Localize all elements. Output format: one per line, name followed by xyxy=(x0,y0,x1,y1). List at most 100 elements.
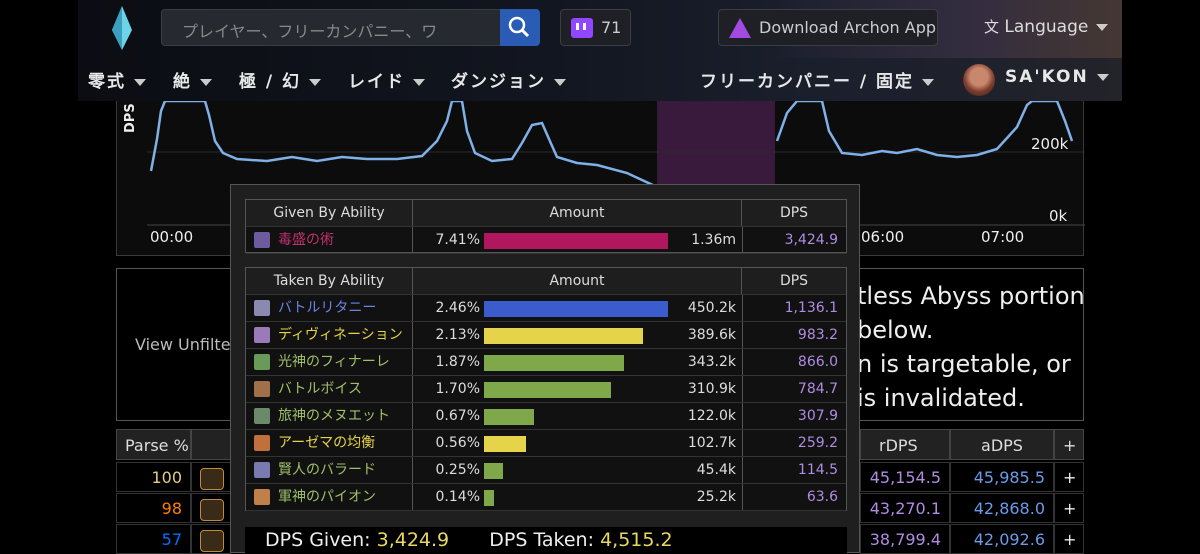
chevron-down-icon xyxy=(554,78,566,86)
amount-cell: 0.14% 25.2k xyxy=(246,484,742,510)
expand-row-button[interactable]: + xyxy=(1054,462,1084,492)
taken-row[interactable]: バトルリタニー 2.46% 450.2k 1,136.1 xyxy=(246,295,846,322)
expand-row-button[interactable]: + xyxy=(1054,524,1084,554)
ability-percent: 0.25% xyxy=(435,462,480,478)
taken-header-dps: DPS xyxy=(779,273,809,289)
search-icon xyxy=(508,16,530,38)
ability-dps: 307.9 xyxy=(797,408,838,424)
ability-name[interactable]: 旅神のメヌエット xyxy=(278,408,390,424)
amount-cell: 0.25% 45.4k xyxy=(246,457,742,483)
rdps-cell: 45,154.5 xyxy=(860,462,950,492)
taken-row[interactable]: 賢人のバラード 0.25% 45.4k 114.5 xyxy=(246,457,846,484)
amount-bar xyxy=(484,301,668,317)
amount-cell: 0.56% 102.7k xyxy=(246,430,742,456)
ability-percent: 2.46% xyxy=(435,300,480,316)
ability-name[interactable]: 毒盛の術 xyxy=(278,232,334,248)
chevron-down-icon xyxy=(134,78,146,86)
ability-name[interactable]: バトルリタニー xyxy=(278,300,377,316)
taken-row[interactable]: ディヴィネーション 2.13% 389.6k 983.2 xyxy=(246,322,846,349)
main-nav: 零式 絶 極 / 幻 レイド ダンジョン フリーカンパニー / 固定 SA'KO… xyxy=(78,58,1122,101)
ability-name-cell: 光神のフィナーレ xyxy=(246,349,413,375)
chevron-down-icon xyxy=(922,78,935,86)
ability-amount: 25.2k xyxy=(696,489,736,505)
language-selector[interactable]: 文 Language xyxy=(984,16,1109,37)
given-header-amount: Amount xyxy=(413,200,742,226)
user-menu[interactable]: SA'KON xyxy=(1005,67,1109,87)
expand-row-button[interactable]: + xyxy=(1054,493,1084,523)
chevron-down-icon xyxy=(309,78,322,86)
taken-header-amount: Amount xyxy=(413,268,742,294)
taken-row[interactable]: 光神のフィナーレ 1.87% 343.2k 866.0 xyxy=(246,349,846,376)
amount-bar xyxy=(484,409,534,425)
job-icon xyxy=(200,530,224,552)
ability-dps: 983.2 xyxy=(797,327,838,343)
nav-raid[interactable]: レイド xyxy=(348,67,425,92)
column-header-blank xyxy=(191,429,231,460)
amount-bar xyxy=(484,233,668,249)
ability-amount: 389.6k xyxy=(687,327,736,343)
add-column-button[interactable]: + xyxy=(1054,429,1084,460)
ability-name-cell: 軍神のパイオン xyxy=(246,484,413,510)
taken-header-ability: Taken By Ability xyxy=(246,268,413,294)
ability-dps: 114.5 xyxy=(797,462,838,478)
y-tick: 0k xyxy=(1049,207,1068,225)
ability-tooltip: Given By Ability Amount DPS 毒盛の術 7.41% 1.3… xyxy=(230,184,860,554)
column-header-rdps[interactable]: rDPS xyxy=(860,429,950,460)
search-input[interactable]: プレイヤー、フリーカンパニー、ワ xyxy=(161,9,501,46)
nav-extreme[interactable]: 極 / 幻 xyxy=(239,67,322,92)
search-button[interactable] xyxy=(500,9,540,46)
amount-bar xyxy=(484,436,526,452)
ability-percent: 2.13% xyxy=(435,327,480,343)
given-header-ability: Given By Ability xyxy=(246,200,413,226)
archon-label: Download Archon App xyxy=(759,18,936,37)
twitch-button[interactable]: 71 xyxy=(560,9,631,46)
amount-bar xyxy=(484,355,624,371)
ability-name[interactable]: ディヴィネーション xyxy=(278,327,403,343)
ability-amount: 45.4k xyxy=(696,462,736,478)
nav-dungeon[interactable]: ダンジョン xyxy=(451,67,566,92)
ability-icon xyxy=(254,435,270,451)
x-tick: 00:00 xyxy=(150,228,194,246)
ability-name[interactable]: 軍神のパイオン xyxy=(278,489,376,505)
nav-savage[interactable]: 零式 xyxy=(88,67,146,92)
column-header-parse[interactable]: Parse % xyxy=(116,429,191,460)
taken-row[interactable]: 軍神のパイオン 0.14% 25.2k 63.6 xyxy=(246,484,846,511)
ability-name[interactable]: バトルボイス xyxy=(278,381,362,397)
chevron-down-icon xyxy=(413,78,425,86)
ability-name[interactable]: 賢人のバラード xyxy=(278,462,376,478)
job-icon xyxy=(200,468,224,490)
amount-bar xyxy=(484,382,611,398)
download-archon-button[interactable]: Download Archon App xyxy=(718,9,938,46)
dps-given-value: 3,424.9 xyxy=(376,529,450,551)
taken-table: Taken By Ability Amount DPS バトルリタニー 2.46%… xyxy=(245,267,847,511)
dps-given-label: DPS Given: xyxy=(265,529,371,551)
taken-row[interactable]: 旅神のメヌエット 0.67% 122.0k 307.9 xyxy=(246,403,846,430)
amount-bar xyxy=(484,463,503,479)
ability-name[interactable]: 光神のフィナーレ xyxy=(278,354,390,370)
taken-row[interactable]: アーゼマの均衡 0.56% 102.7k 259.2 xyxy=(246,430,846,457)
given-row[interactable]: 毒盛の術 7.41% 1.36m 3,424.9 xyxy=(246,227,846,254)
given-header-row: Given By Ability Amount DPS xyxy=(246,200,846,227)
taken-row[interactable]: バトルボイス 1.70% 310.9k 784.7 xyxy=(246,376,846,403)
y-axis-label: DPS xyxy=(123,103,138,133)
amount-bar xyxy=(484,328,643,344)
fflogs-logo-icon[interactable] xyxy=(110,6,134,50)
avatar[interactable] xyxy=(963,64,995,96)
ability-name-cell: アーゼマの均衡 xyxy=(246,430,413,456)
translate-icon: 文 xyxy=(984,18,1000,36)
ability-icon xyxy=(254,462,270,478)
language-label: Language xyxy=(1004,17,1089,37)
nav-free-company[interactable]: フリーカンパニー / 固定 xyxy=(700,67,935,92)
ability-percent: 1.87% xyxy=(435,354,480,370)
view-unfiltered-button[interactable]: View Unfiltere xyxy=(135,335,247,354)
ability-percent: 0.14% xyxy=(435,489,480,505)
column-header-adps[interactable]: aDPS xyxy=(950,429,1054,460)
y-tick: 200k xyxy=(1031,135,1069,153)
ability-dps: 3,424.9 xyxy=(784,232,838,248)
ability-name[interactable]: アーゼマの均衡 xyxy=(278,435,376,451)
adps-cell: 42,092.6 xyxy=(950,524,1054,554)
ability-name-cell: バトルボイス xyxy=(246,376,413,402)
dps-taken-value: 4,515.2 xyxy=(600,529,673,551)
amount-cell: 1.70% 310.9k xyxy=(246,376,742,402)
nav-ultimate[interactable]: 絶 xyxy=(173,67,212,92)
